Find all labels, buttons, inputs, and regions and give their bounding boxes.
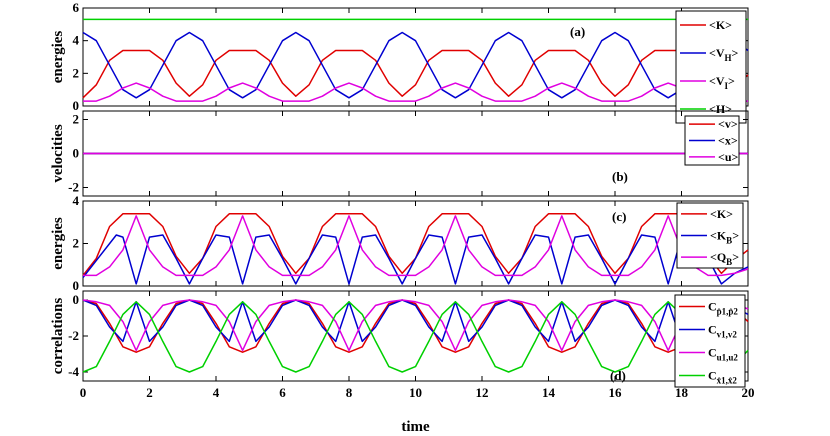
x-tick-label: 14 <box>542 385 556 400</box>
x-tick-label: 6 <box>279 385 286 400</box>
x-tick-label: 4 <box>213 385 220 400</box>
legend-label-3-1: Cv1,v2 <box>708 323 737 340</box>
legend-label-3-3: Cx̂1,x̂2 <box>708 369 737 386</box>
x-tick-label: 0 <box>80 385 87 400</box>
panel-label: (d) <box>610 368 626 383</box>
legend-label-0-1: <VH> <box>709 46 739 63</box>
y-tick-label: 2 <box>73 236 80 251</box>
y-tick-label: 0 <box>73 278 80 293</box>
y-axis-label: energies <box>50 217 66 270</box>
legend-label-2-0: <K> <box>710 207 733 221</box>
y-tick-label: -2 <box>68 328 79 343</box>
y-axis-label: energies <box>50 31 66 84</box>
y-axis-label: velocities <box>50 124 66 182</box>
series-line-2-2 <box>83 215 749 277</box>
legend-box-0 <box>675 10 747 124</box>
x-tick-label: 18 <box>675 385 689 400</box>
x-tick-label: 2 <box>146 385 153 400</box>
y-tick-label: 0 <box>73 146 80 161</box>
legend-label-0-2: <VI> <box>709 74 735 91</box>
series-line-3-3 <box>82 301 749 373</box>
panel-label: (a) <box>570 24 585 39</box>
x-tick-label: 12 <box>476 385 489 400</box>
y-axis-label: correlations <box>50 298 66 375</box>
series-line-3-0 <box>82 299 749 353</box>
legend-label-0-3: <H> <box>709 102 732 116</box>
legend-label-3-0: Cp̂1,p̂2 <box>708 300 738 317</box>
x-tick-label: 10 <box>409 385 422 400</box>
series-line-0-2 <box>83 82 748 102</box>
y-tick-label: 4 <box>73 193 80 208</box>
legend-label-1-1: <x> <box>718 134 738 148</box>
series-line-0-1 <box>82 31 749 99</box>
x-axis-label: time <box>401 419 430 435</box>
y-tick-label: 2 <box>73 112 80 127</box>
legend-box-3 <box>674 294 746 388</box>
panel-label: (c) <box>612 209 626 224</box>
x-tick-label: 20 <box>742 385 755 400</box>
legend-label-2-1: <KB> <box>710 229 739 246</box>
y-tick-label: 2 <box>73 65 80 80</box>
series-line-3-1 <box>82 299 749 343</box>
series-line-3-2 <box>82 299 749 352</box>
y-tick-label: 4 <box>73 33 80 48</box>
legend-label-3-2: Cu1,u2 <box>708 346 738 363</box>
x-tick-label: 8 <box>346 385 353 400</box>
y-tick-label: 6 <box>73 0 80 15</box>
y-tick-label: -2 <box>68 180 79 195</box>
x-tick-label: 16 <box>609 385 623 400</box>
legend-label-2-2: <QB> <box>710 250 739 267</box>
legend-label-1-2: <u> <box>718 150 739 164</box>
panel-frame-2 <box>82 200 749 287</box>
series-line-2-0 <box>82 213 749 276</box>
y-tick-label: -4 <box>68 364 79 379</box>
panel-label: (b) <box>612 169 628 184</box>
legend-label-1-0: <v> <box>718 117 738 131</box>
y-tick-label: 0 <box>73 292 80 307</box>
y-tick-label: 0 <box>73 98 80 113</box>
legend-label-0-0: <K> <box>709 18 732 32</box>
series-line-0-0 <box>82 49 749 99</box>
